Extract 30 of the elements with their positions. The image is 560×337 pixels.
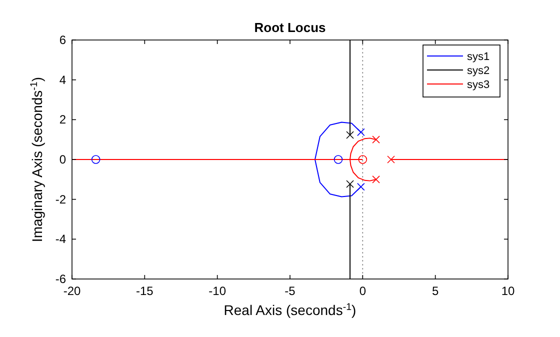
y-tick-label: 0 xyxy=(59,152,66,166)
x-tick-label: -5 xyxy=(284,284,296,298)
point xyxy=(372,136,380,144)
x-tick-label: -10 xyxy=(208,284,226,298)
y-tick-label: 4 xyxy=(59,72,66,87)
y-tick-label: -4 xyxy=(55,232,66,246)
y-tick-label: -6 xyxy=(55,272,66,286)
y-tick-label: -2 xyxy=(55,192,66,206)
point xyxy=(357,128,365,136)
point xyxy=(358,155,368,164)
point xyxy=(346,131,354,139)
point xyxy=(357,182,365,191)
line-series xyxy=(314,122,362,198)
y-tick-label: 2 xyxy=(59,112,66,127)
y-tick-label: 6 xyxy=(59,33,66,47)
x-tick-label: 10 xyxy=(501,284,515,298)
x-axis-title: Real Axis (seconds$^{-1}$) xyxy=(224,302,356,318)
point xyxy=(91,155,100,164)
legend-label: sys1 xyxy=(467,51,490,63)
x-tick-label: 0 xyxy=(359,284,366,298)
point xyxy=(387,156,395,164)
x-tick-label: 5 xyxy=(432,284,439,298)
point xyxy=(346,180,354,188)
legend-label: sys2 xyxy=(467,65,490,77)
x-tick-label: -20 xyxy=(63,284,81,298)
legend-label: sys3 xyxy=(467,79,490,91)
point xyxy=(334,155,343,164)
chart-title: Root Locus xyxy=(254,20,326,35)
point xyxy=(372,176,380,184)
x-tick-label: -15 xyxy=(136,284,154,298)
